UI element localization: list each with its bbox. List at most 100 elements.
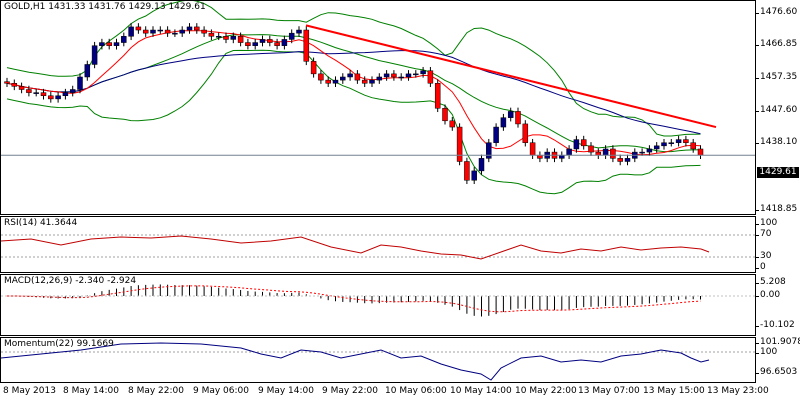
candle-body xyxy=(508,111,513,117)
candle-body xyxy=(129,27,134,36)
time-tick: 8 May 14:00 xyxy=(63,386,119,396)
macd-tick: 0.00 xyxy=(760,290,780,300)
candle-body xyxy=(333,80,338,83)
bollinger-upper-line xyxy=(7,1,701,136)
candle-body xyxy=(494,127,499,143)
momentum-canvas xyxy=(1,338,755,382)
candle-body xyxy=(143,30,148,33)
candle-body xyxy=(486,143,491,159)
candle-body xyxy=(99,43,104,46)
price-tick: 1457.35 xyxy=(760,72,797,82)
candle-body xyxy=(165,30,170,33)
candle-body xyxy=(647,149,652,152)
candle-body xyxy=(391,74,396,77)
candle-body xyxy=(282,39,287,45)
candle-body xyxy=(63,93,68,96)
candle-body xyxy=(348,74,353,77)
candle-body xyxy=(289,33,294,39)
candle-body xyxy=(318,74,323,80)
price-tick: 1476.60 xyxy=(760,7,797,17)
candle-body xyxy=(224,36,229,39)
candle-body xyxy=(370,80,375,83)
candle-body xyxy=(151,30,156,33)
rsi-panel-header: RSI(14) 41.3644 xyxy=(4,218,77,228)
macd-tick: 5.208 xyxy=(760,277,786,287)
time-tick: 9 May 06:00 xyxy=(193,386,249,396)
candle-body xyxy=(34,93,39,94)
candle-body xyxy=(136,27,141,30)
macd-signal-line xyxy=(7,286,701,312)
candle-body xyxy=(450,121,455,127)
candle-body xyxy=(428,71,433,84)
candle-body xyxy=(5,82,10,84)
candle-body xyxy=(304,30,309,61)
candle-body xyxy=(311,61,316,74)
candle-body xyxy=(581,140,586,146)
macd-panel[interactable]: MACD(12,26,9) -2.340 -2.924 xyxy=(0,274,756,336)
candle-body xyxy=(267,39,272,42)
candle-body xyxy=(78,77,83,90)
candle-body xyxy=(41,93,46,96)
price-chart-canvas[interactable] xyxy=(1,1,755,214)
price-tick: 1418.85 xyxy=(760,204,797,214)
price-panel[interactable]: GOLD,H1 1431.33 1431.76 1429.13 1429.61 xyxy=(0,0,756,215)
time-tick: 8 May 2013 xyxy=(3,386,56,396)
price-tick: 1447.60 xyxy=(760,105,797,115)
candle-body xyxy=(48,96,53,99)
candle-body xyxy=(464,161,469,180)
momentum-tick: 100 xyxy=(760,347,777,357)
candle-body xyxy=(216,36,221,37)
candle-body xyxy=(516,111,521,124)
momentum-tick: 96.6503 xyxy=(760,367,797,377)
candle-body xyxy=(92,46,97,65)
candle-body xyxy=(443,108,448,121)
candle-body xyxy=(676,140,681,143)
momentum-panel[interactable]: Momentum(22) 99.1669 xyxy=(0,337,756,383)
candle-body xyxy=(172,33,177,34)
candle-body xyxy=(121,36,126,42)
candle-body xyxy=(26,90,31,93)
candle-body xyxy=(253,43,258,46)
time-tick: 10 May 06:00 xyxy=(385,386,447,396)
rsi-tick: 30 xyxy=(760,251,771,261)
candle-body xyxy=(399,77,404,78)
slow-ma-line xyxy=(7,51,701,134)
macd-panel-header: MACD(12,26,9) -2.340 -2.924 xyxy=(4,276,136,286)
candle-body xyxy=(326,80,331,83)
candle-body xyxy=(618,158,623,161)
candle-body xyxy=(275,43,280,46)
candle-body xyxy=(406,74,411,77)
rsi-tick: 100 xyxy=(760,218,777,228)
candle-body xyxy=(530,143,535,156)
candle-body xyxy=(589,146,594,152)
price-tick: 1466.85 xyxy=(760,39,797,49)
candle-body xyxy=(567,149,572,155)
rsi-canvas xyxy=(1,217,755,272)
candle-body xyxy=(355,74,360,80)
candle-body xyxy=(435,83,440,108)
time-tick: 10 May 22:00 xyxy=(515,386,577,396)
candle-body xyxy=(158,30,163,31)
time-tick: 10 May 14:00 xyxy=(450,386,512,396)
candle-body xyxy=(640,152,645,153)
candle-body xyxy=(501,118,506,127)
time-axis: 8 May 2013 8 May 14:00 8 May 22:00 9 May… xyxy=(0,383,756,400)
candle-body xyxy=(209,33,214,36)
rsi-tick: 0 xyxy=(760,262,766,272)
rsi-panel[interactable]: RSI(14) 41.3644 xyxy=(0,216,756,273)
price-axis: 1476.60 1466.85 1457.35 1447.60 1438.10 … xyxy=(756,0,800,215)
candle-body xyxy=(662,143,667,146)
candle-body xyxy=(523,124,528,143)
candle-body xyxy=(194,27,199,30)
candle-body xyxy=(698,149,703,155)
candle-body xyxy=(603,149,608,155)
candle-body xyxy=(669,143,674,144)
candle-body xyxy=(654,146,659,149)
candle-body xyxy=(238,36,243,42)
candle-body xyxy=(180,30,185,33)
candle-body xyxy=(384,74,389,77)
candle-body xyxy=(362,80,367,83)
bollinger-middle-line xyxy=(7,35,701,152)
fast-ma-line xyxy=(7,31,701,155)
candle-body xyxy=(260,39,265,42)
